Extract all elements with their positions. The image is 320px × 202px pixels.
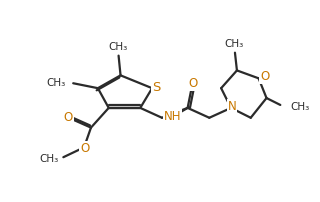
Text: CH₃: CH₃: [224, 39, 244, 49]
Text: N: N: [228, 100, 236, 113]
Text: CH₃: CH₃: [46, 78, 65, 88]
Text: S: S: [152, 81, 160, 94]
Text: CH₃: CH₃: [39, 154, 59, 164]
Text: O: O: [80, 142, 90, 155]
Text: O: O: [260, 70, 269, 83]
Text: CH₃: CH₃: [290, 102, 309, 112]
Text: CH₃: CH₃: [108, 42, 127, 52]
Text: O: O: [64, 111, 73, 124]
Text: O: O: [188, 77, 197, 90]
Text: NH: NH: [164, 110, 181, 123]
